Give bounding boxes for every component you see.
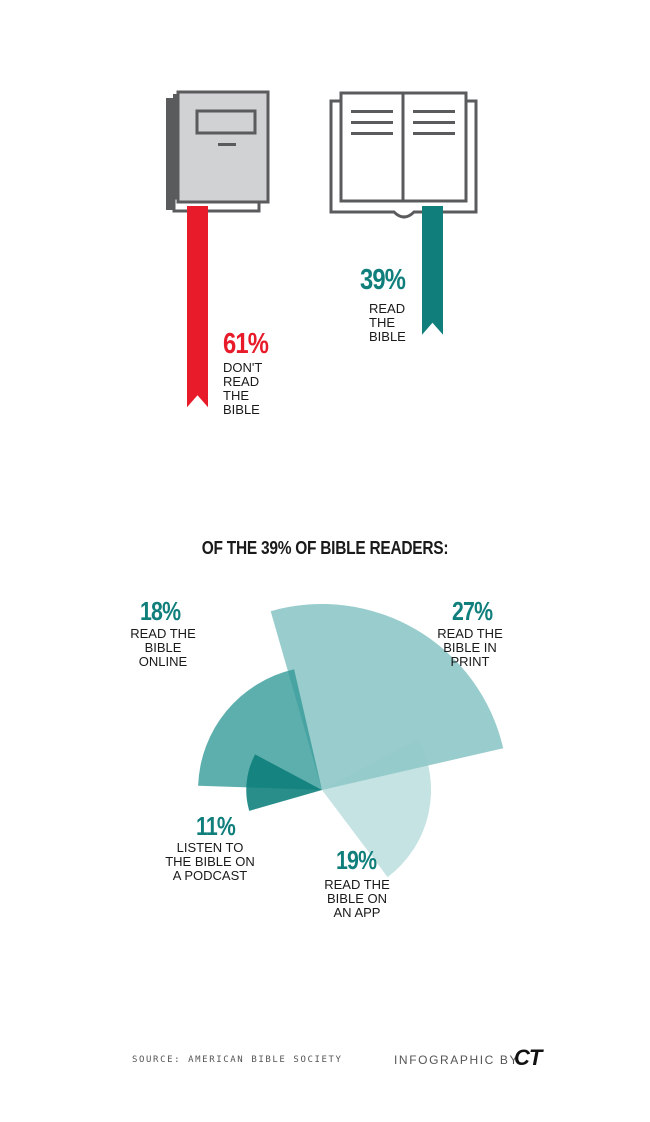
wedge-print: [270, 603, 504, 790]
ribbon-bar-dont-read: [187, 206, 208, 408]
wedge-online: [198, 669, 322, 790]
read-percent: 39%: [360, 264, 406, 296]
app-label: READ THE BIBLE ON AN APP: [312, 878, 402, 920]
read-label-line: READ: [369, 301, 406, 316]
podcast-label-line: THE BIBLE ON: [165, 854, 255, 869]
credit-text: INFOGRAPHIC BY: [394, 1053, 520, 1067]
dont-read-label-line: READ: [223, 374, 260, 389]
online-label: READ THE BIBLE ONLINE: [118, 627, 208, 669]
online-percent: 18%: [140, 596, 181, 626]
dont-read-label-line: THE: [223, 388, 249, 403]
app-label-line: READ THE: [324, 877, 390, 892]
online-label-line: BIBLE: [144, 640, 182, 655]
online-label-line: ONLINE: [138, 654, 188, 669]
dont-read-label-line: BIBLE: [223, 402, 260, 417]
ribbon-chart: [166, 90, 478, 408]
print-label-line: PRINT: [450, 654, 490, 669]
reader-format-chart: [198, 603, 504, 878]
app-label-line: BIBLE ON: [327, 891, 387, 906]
dont-read-label-line: DON'T: [223, 360, 263, 375]
read-label-line: THE: [369, 315, 395, 330]
wedge-podcast: [246, 754, 322, 811]
open-book-icon: [329, 91, 478, 219]
print-label-line: READ THE: [437, 626, 503, 641]
podcast-label-line: LISTEN TO: [176, 840, 244, 855]
print-label: READ THE BIBLE IN PRINT: [424, 627, 516, 669]
pie-title: OF THE 39% OF BIBLE READERS:: [201, 538, 449, 558]
wedge-app: [322, 738, 432, 878]
read-label-line: BIBLE: [369, 329, 406, 344]
dont-read-label: DON'T READ THE BIBLE: [223, 361, 262, 417]
closed-book-icon: [166, 90, 270, 213]
podcast-label: LISTEN TO THE BIBLE ON A PODCAST: [153, 841, 267, 883]
source-note: SOURCE: AMERICAN BIBLE SOCIETY: [132, 1055, 343, 1065]
ribbon-bar-read: [422, 206, 443, 335]
read-label: READ THE BIBLE: [369, 302, 406, 344]
online-label-line: READ THE: [130, 626, 196, 641]
dont-read-percent: 61%: [223, 328, 269, 360]
app-label-line: AN APP: [333, 905, 381, 920]
podcast-label-line: A PODCAST: [172, 868, 248, 883]
print-percent: 27%: [452, 596, 493, 626]
app-percent: 19%: [336, 845, 377, 875]
ct-logo: CT: [514, 1045, 542, 1070]
print-label-line: BIBLE IN: [443, 640, 497, 655]
podcast-percent: 11%: [196, 811, 236, 841]
